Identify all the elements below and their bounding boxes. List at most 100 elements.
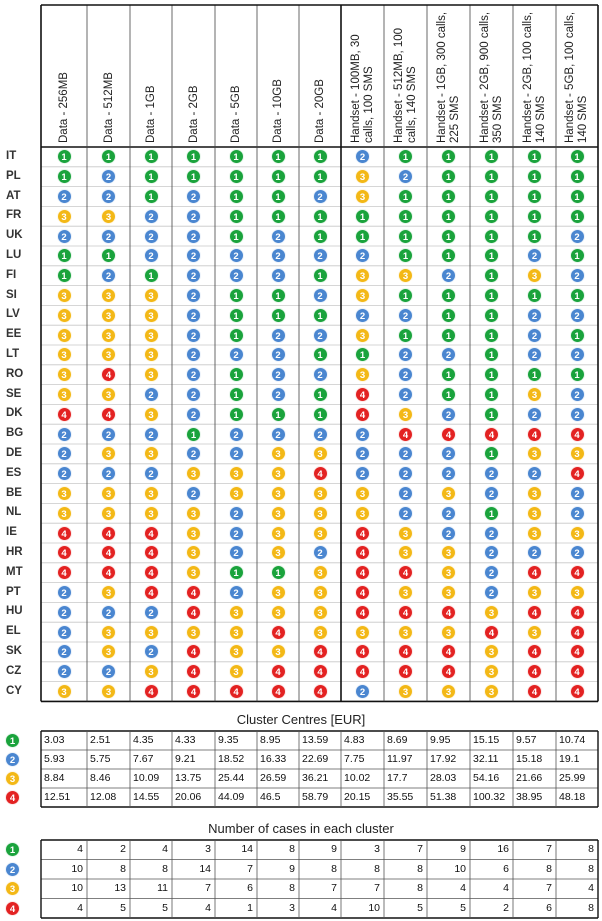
table-cell: 9.21 bbox=[175, 753, 196, 765]
cluster-dot: 2 bbox=[355, 684, 370, 699]
centres-title: Cluster Centres [EUR] bbox=[236, 712, 366, 727]
table-cell: 58.79 bbox=[302, 791, 329, 803]
table-cell: 44.09 bbox=[218, 791, 245, 803]
cluster-dot: 1 bbox=[441, 367, 456, 383]
table-cell: 8 bbox=[588, 862, 594, 875]
cluster-dot: 2 bbox=[143, 604, 159, 620]
cluster-dot: 1 bbox=[484, 406, 499, 422]
table-cell: 6 bbox=[546, 901, 552, 914]
cluster-dot: 2 bbox=[398, 367, 413, 383]
cluster-dot: 1 bbox=[484, 327, 499, 343]
table-cell: 9 bbox=[460, 843, 466, 856]
cluster-dot: 1 bbox=[270, 189, 286, 204]
cluster-dot: 3 bbox=[56, 367, 72, 383]
cluster-dot: 2 bbox=[441, 446, 456, 462]
cluster-dot: 1 bbox=[569, 169, 585, 185]
cluster-dot: 2 bbox=[186, 189, 201, 204]
cluster-dot: 1 bbox=[441, 327, 456, 343]
cluster-dot: 3 bbox=[143, 446, 159, 462]
table-cell: 35.55 bbox=[387, 791, 414, 803]
cluster-dot: 1 bbox=[569, 189, 585, 204]
cluster-dot: 2 bbox=[355, 248, 370, 264]
table-cell: 8.69 bbox=[387, 734, 408, 746]
cluster-dot: 2 bbox=[56, 426, 72, 442]
cluster-dot: 3 bbox=[441, 624, 456, 640]
cluster-dot: 1 bbox=[312, 387, 328, 402]
cluster-dot: 2 bbox=[355, 446, 370, 462]
cluster-dot: 3 bbox=[270, 585, 286, 600]
cluster-dot: 1 bbox=[398, 228, 413, 244]
cluster-dot: 1 bbox=[569, 149, 585, 165]
cluster-dot: 2 bbox=[270, 367, 286, 383]
cluster-dot: 2 bbox=[569, 486, 585, 501]
cluster-dot: 3 bbox=[527, 268, 542, 284]
table-cell: 8 bbox=[417, 882, 423, 895]
cluster-dot: 4 bbox=[527, 604, 542, 620]
table-cell: 2.51 bbox=[90, 734, 111, 746]
cluster-dot: 2 bbox=[270, 248, 286, 264]
table-cell: 13.59 bbox=[302, 734, 329, 746]
table-cell: 10 bbox=[454, 862, 466, 875]
cluster-dot: 1 bbox=[527, 228, 542, 244]
cluster-legend-dot: 1 bbox=[5, 733, 20, 748]
cluster-dot: 3 bbox=[228, 664, 244, 680]
table-cell: 19.1 bbox=[559, 753, 580, 765]
cluster-dot: 3 bbox=[441, 585, 456, 600]
cluster-dot: 2 bbox=[270, 268, 286, 284]
table-cell: 10.74 bbox=[559, 734, 586, 746]
country-label: IT bbox=[6, 149, 17, 162]
cluster-dot: 2 bbox=[569, 347, 585, 363]
cluster-dot: 4 bbox=[56, 545, 72, 561]
table-cell: 16.33 bbox=[260, 753, 287, 765]
cluster-dot: 3 bbox=[186, 624, 201, 640]
cluster-dot: 3 bbox=[56, 486, 72, 501]
cluster-dot: 3 bbox=[228, 466, 244, 482]
cluster-dot: 3 bbox=[441, 684, 456, 699]
cluster-dot: 4 bbox=[56, 406, 72, 422]
cluster-dot: 3 bbox=[398, 525, 413, 541]
table-cell: 5 bbox=[120, 901, 126, 914]
country-label: LU bbox=[6, 248, 22, 261]
cluster-dot: 4 bbox=[312, 684, 328, 699]
cluster-dot: 2 bbox=[527, 347, 542, 363]
cluster-dot: 4 bbox=[270, 684, 286, 699]
cluster-dot: 1 bbox=[312, 268, 328, 284]
table-cell: 18.52 bbox=[218, 753, 245, 765]
table-cell: 11 bbox=[157, 882, 168, 895]
country-label: EL bbox=[6, 625, 21, 638]
cluster-dot: 3 bbox=[312, 604, 328, 620]
cluster-dot: 4 bbox=[527, 684, 542, 699]
cluster-dot: 2 bbox=[398, 505, 413, 521]
cluster-dot: 2 bbox=[143, 426, 159, 442]
cluster-dot: 4 bbox=[143, 585, 159, 600]
cluster-dot: 2 bbox=[143, 208, 159, 224]
table-cell: 11.97 bbox=[387, 753, 413, 765]
cluster-dot: 1 bbox=[441, 149, 456, 165]
cluster-dot: 4 bbox=[569, 565, 585, 581]
cluster-dot: 3 bbox=[101, 446, 116, 462]
cluster-dot: 4 bbox=[186, 664, 201, 680]
cluster-dot: 2 bbox=[484, 585, 499, 600]
cluster-dot: 4 bbox=[527, 426, 542, 442]
table-cell: 8.46 bbox=[90, 772, 111, 784]
cluster-dot: 1 bbox=[270, 149, 286, 165]
cluster-dot: 2 bbox=[484, 545, 499, 561]
table-cell: 4 bbox=[77, 901, 83, 914]
cluster-dot: 2 bbox=[143, 644, 159, 660]
table-cell: 28.03 bbox=[430, 772, 457, 784]
cluster-dot: 3 bbox=[143, 406, 159, 422]
cluster-dot: 1 bbox=[569, 367, 585, 383]
table-cell: 9 bbox=[289, 862, 295, 875]
cluster-dot: 4 bbox=[441, 644, 456, 660]
table-cell: 36.21 bbox=[302, 772, 329, 784]
cluster-dot: 4 bbox=[143, 684, 159, 699]
cluster-dot: 3 bbox=[101, 505, 116, 521]
cluster-legend-dot: 3 bbox=[5, 771, 20, 786]
cluster-dot: 2 bbox=[56, 644, 72, 660]
cluster-dot: 4 bbox=[527, 565, 542, 581]
cluster-dot: 2 bbox=[312, 426, 328, 442]
cluster-dot: 2 bbox=[228, 525, 244, 541]
cluster-dot: 1 bbox=[398, 208, 413, 224]
table-cell: 4 bbox=[205, 901, 211, 914]
cluster-dot: 4 bbox=[527, 644, 542, 660]
